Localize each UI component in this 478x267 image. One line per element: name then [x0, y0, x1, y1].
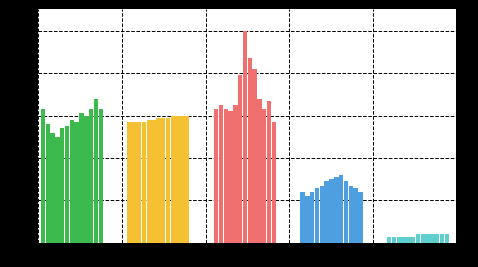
- Bar: [152, 120, 156, 243]
- Bar: [315, 188, 319, 243]
- Bar: [214, 109, 218, 243]
- Bar: [353, 188, 358, 243]
- Bar: [55, 137, 60, 243]
- Bar: [445, 234, 449, 243]
- Bar: [325, 181, 329, 243]
- Bar: [348, 186, 353, 243]
- Bar: [406, 237, 411, 243]
- Bar: [51, 132, 55, 243]
- Bar: [219, 105, 223, 243]
- Bar: [166, 118, 170, 243]
- Bar: [65, 126, 69, 243]
- Bar: [60, 128, 65, 243]
- Bar: [224, 109, 228, 243]
- Bar: [70, 120, 74, 243]
- Bar: [339, 175, 343, 243]
- Bar: [435, 234, 439, 243]
- Bar: [147, 120, 151, 243]
- Bar: [94, 99, 98, 243]
- Bar: [142, 122, 146, 243]
- Bar: [238, 75, 242, 243]
- Bar: [156, 118, 161, 243]
- Bar: [411, 237, 415, 243]
- Bar: [45, 124, 50, 243]
- Bar: [233, 105, 238, 243]
- Bar: [175, 116, 180, 243]
- Bar: [430, 234, 435, 243]
- Bar: [98, 109, 103, 243]
- Bar: [41, 109, 45, 243]
- Bar: [137, 122, 141, 243]
- Bar: [421, 234, 425, 243]
- Bar: [416, 234, 420, 243]
- Bar: [248, 58, 252, 243]
- Bar: [127, 122, 132, 243]
- Bar: [171, 116, 175, 243]
- Bar: [392, 237, 396, 243]
- Bar: [267, 101, 271, 243]
- Bar: [402, 237, 406, 243]
- Bar: [257, 99, 261, 243]
- Bar: [84, 116, 88, 243]
- Bar: [320, 186, 324, 243]
- Bar: [228, 111, 233, 243]
- Bar: [262, 109, 266, 243]
- Bar: [79, 113, 84, 243]
- Bar: [329, 179, 334, 243]
- Bar: [301, 192, 305, 243]
- Bar: [89, 109, 93, 243]
- Bar: [180, 116, 185, 243]
- Bar: [132, 122, 137, 243]
- Bar: [397, 237, 401, 243]
- Bar: [75, 122, 79, 243]
- Bar: [310, 192, 315, 243]
- Bar: [185, 116, 189, 243]
- Bar: [252, 69, 257, 243]
- Bar: [305, 196, 310, 243]
- Bar: [440, 234, 444, 243]
- Bar: [387, 237, 391, 243]
- Bar: [334, 177, 338, 243]
- Bar: [272, 122, 276, 243]
- Bar: [425, 234, 430, 243]
- Bar: [161, 118, 165, 243]
- Bar: [344, 181, 348, 243]
- Bar: [358, 192, 362, 243]
- Bar: [243, 31, 247, 243]
